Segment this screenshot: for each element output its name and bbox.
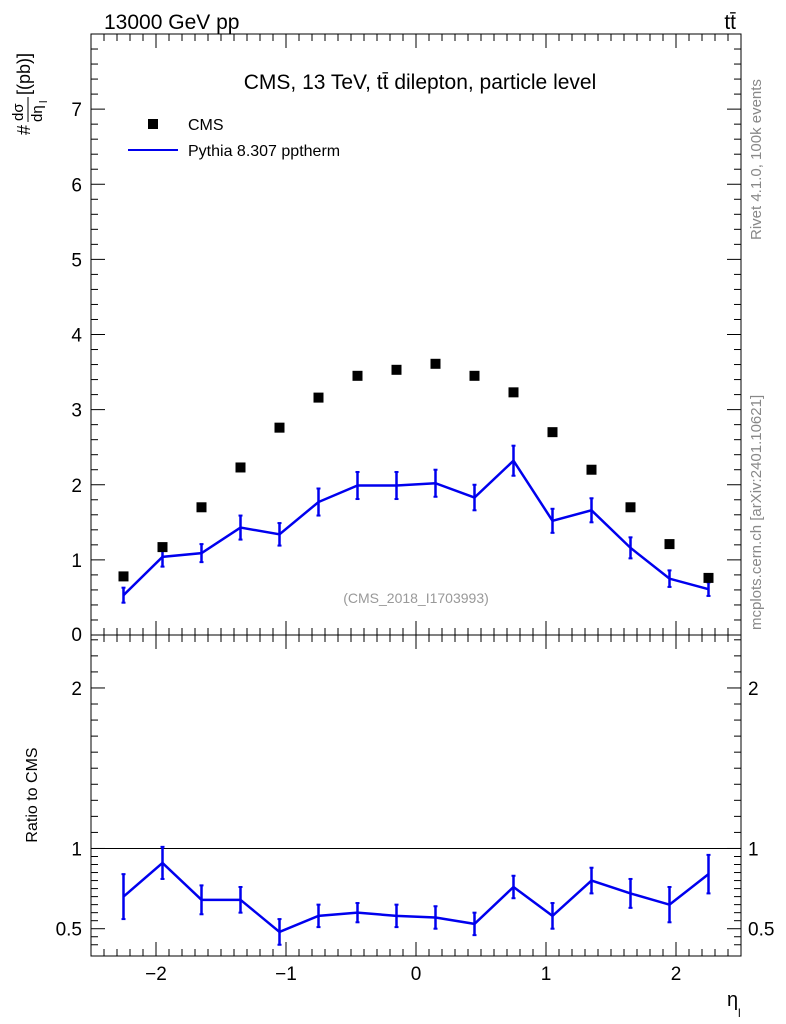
ratio-error-bar <box>199 884 204 916</box>
pythia-error-bar <box>199 543 204 564</box>
ratio-y-tick-label-left: 2 <box>71 679 82 700</box>
ratio-error-bar <box>355 902 360 924</box>
ratio-error-bar <box>589 866 594 895</box>
ratio-plot-area <box>91 845 741 946</box>
pythia-error-bar <box>511 444 516 477</box>
main-plot-area <box>118 358 714 604</box>
mcplots-label: mcplots.cern.ch [arXiv:2401.10621] <box>748 395 765 630</box>
svg-text:dσ: dσ <box>10 103 27 121</box>
ratio-y-tick-label-right: 0.5 <box>748 920 774 941</box>
ratio-y-tick-label-left: 0.5 <box>56 920 82 941</box>
cms-data-point <box>274 422 285 433</box>
cms-data-point <box>547 427 558 438</box>
svg-text:l: l <box>738 1006 741 1020</box>
pythia-line <box>122 458 709 597</box>
ratio-y-tick-label-right: 1 <box>748 839 759 860</box>
ratio-panel-ticks <box>90 635 742 956</box>
cms-data-point <box>118 571 129 582</box>
main-y-tick-labels: 1 2 3 4 5 6 7 0 <box>71 100 82 646</box>
cms-data-point <box>625 502 636 513</box>
energy-label: 13000 GeV pp <box>104 11 239 34</box>
main-y-tick-label-zero: 0 <box>71 625 82 646</box>
main-y-tick-label: 1 <box>71 551 82 572</box>
ratio-error-bar <box>394 903 399 929</box>
cms-data-point <box>508 387 519 398</box>
x-tick-label: −2 <box>145 964 167 985</box>
main-y-tick-label: 7 <box>71 100 82 121</box>
ratio-y-axis-label: Ratio to CMS <box>24 747 41 842</box>
ratio-error-bar <box>667 885 672 924</box>
ratio-error-bar <box>277 918 282 946</box>
cms-data-point <box>391 364 402 375</box>
pythia-error-bar <box>667 569 672 588</box>
pythia-error-bar <box>472 483 477 512</box>
main-panel-ticks <box>90 34 742 636</box>
ratio-y-tick-label-right: 2 <box>748 679 759 700</box>
ratio-error-bar <box>511 874 516 900</box>
cms-data-point <box>469 370 480 381</box>
cms-data-point <box>430 358 441 369</box>
ratio-error-bar <box>160 845 165 880</box>
pythia-error-bar <box>238 514 243 541</box>
ratio-error-bar <box>316 903 321 929</box>
cms-data-point <box>313 392 324 403</box>
pythia-error-bar <box>433 468 438 498</box>
legend-mc-label: Pythia 8.307 pptherm <box>188 143 340 160</box>
pythia-error-bar <box>121 586 126 604</box>
ratio-error-bar <box>628 877 633 909</box>
chart-title: CMS, 13 TeV, tt̄ dilepton, particle leve… <box>244 71 597 94</box>
cms-data-point <box>703 572 714 583</box>
rivet-label: Rivet 4.1.0, 100k events <box>748 79 765 240</box>
ratio-error-bar <box>550 902 555 930</box>
ratio-error-bar <box>472 911 477 937</box>
pythia-error-bar <box>628 536 633 560</box>
pythia-error-bar <box>394 470 399 501</box>
x-tick-label: −1 <box>275 964 297 985</box>
x-tick-label: 0 <box>411 964 422 985</box>
main-y-tick-label: 2 <box>71 476 82 497</box>
pythia-error-bar <box>589 497 594 524</box>
ratio-y-tick-labels: 0.5 0.5 1 1 2 2 <box>56 679 775 941</box>
ratio-error-bar <box>706 853 711 895</box>
pythia-error-bar <box>316 487 321 517</box>
pythia-error-bar <box>355 470 360 501</box>
svg-text:#: # <box>14 125 34 135</box>
ratio-panel-frame <box>90 634 742 957</box>
process-label: tt̄ <box>724 11 736 34</box>
cms-data-point <box>196 502 207 513</box>
svg-text:[(pb)]: [(pb)] <box>14 53 34 95</box>
ratio-line <box>122 861 710 934</box>
legend-cms-label: CMS <box>188 117 224 134</box>
main-y-axis-label: # dσ dη l [(pb)] <box>10 53 50 135</box>
main-y-tick-label: 5 <box>71 250 82 271</box>
legend-cms-marker <box>148 119 158 129</box>
x-tick-label: 1 <box>541 964 552 985</box>
ratio-error-bar <box>121 873 126 921</box>
cms-data-point <box>157 542 168 553</box>
main-y-tick-label: 6 <box>71 175 82 196</box>
cms-data-point <box>235 462 246 473</box>
svg-text:η: η <box>727 989 738 1011</box>
svg-text:dη: dη <box>29 105 46 122</box>
x-tick-label: 2 <box>671 964 682 985</box>
cms-data-point <box>664 539 675 550</box>
cms-data-point <box>352 370 363 381</box>
ratio-error-bar <box>238 885 243 914</box>
ratio-error-bar <box>433 905 438 930</box>
cms-data-point <box>586 464 597 475</box>
ratio-y-tick-label-left: 1 <box>71 839 82 860</box>
pythia-error-bar <box>550 507 555 534</box>
main-y-tick-label: 3 <box>71 401 82 422</box>
x-tick-labels: −2 −1 0 1 2 <box>145 964 681 985</box>
main-y-tick-label: 4 <box>71 326 82 347</box>
analysis-watermark: (CMS_2018_I1703993) <box>343 590 489 606</box>
pythia-error-bar <box>277 522 282 547</box>
svg-text:l: l <box>38 101 50 103</box>
x-axis-label: η l <box>727 989 741 1020</box>
